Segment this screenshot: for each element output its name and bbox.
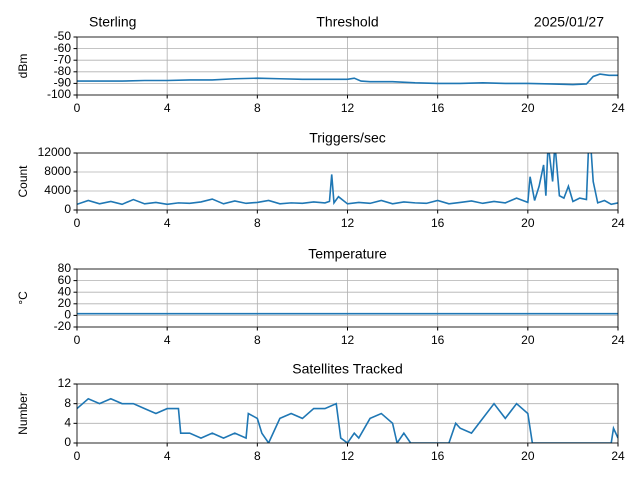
x-tick-label: 16 <box>431 216 445 230</box>
date-label: 2025/01/27 <box>534 14 604 30</box>
x-tick-label: 0 <box>74 101 81 115</box>
data-line <box>77 153 618 206</box>
data-line <box>77 397 618 443</box>
axes-frame <box>76 36 619 96</box>
x-tick-label: 12 <box>341 216 355 230</box>
y-axis-label: Count <box>16 165 30 198</box>
y-tick-label: 12000 <box>38 145 72 159</box>
x-tick-label: 24 <box>611 216 625 230</box>
axes-frame <box>76 383 619 444</box>
y-tick-label: -20 <box>54 319 72 333</box>
x-tick-label: 8 <box>254 216 261 230</box>
y-tick-label: -70 <box>54 52 72 66</box>
x-tick-label: 4 <box>164 333 171 347</box>
x-tick-label: 12 <box>341 449 355 463</box>
x-tick-label: 8 <box>254 449 261 463</box>
x-tick-label: 0 <box>74 216 81 230</box>
y-tick-label: 80 <box>58 261 72 275</box>
x-tick-label: 4 <box>164 216 171 230</box>
panel: 0 4 8 12 16 20 24 0 4000 8000 12000 Triggers/sec Cou… <box>16 130 625 230</box>
panel-title: Satellites Tracked <box>292 361 403 377</box>
x-tick-label: 0 <box>74 333 81 347</box>
panel-title: Threshold <box>316 14 378 30</box>
y-tick-label: 12 <box>58 376 72 390</box>
x-tick-label: 16 <box>431 101 445 115</box>
x-tick-label: 16 <box>431 449 445 463</box>
x-tick-label: 24 <box>611 449 625 463</box>
axes-frame <box>76 268 619 328</box>
x-tick-label: 16 <box>431 333 445 347</box>
y-tick-label: -90 <box>54 76 72 90</box>
x-tick-label: 20 <box>521 449 535 463</box>
x-tick-label: 12 <box>341 333 355 347</box>
x-tick-label: 24 <box>611 333 625 347</box>
x-tick-label: 20 <box>521 101 535 115</box>
panel-title: Triggers/sec <box>309 130 386 146</box>
y-axis-label: °C <box>16 291 30 305</box>
y-tick-label: -50 <box>54 29 72 43</box>
y-tick-label: 20 <box>58 296 72 310</box>
x-tick-label: 24 <box>611 101 625 115</box>
axes-frame <box>76 152 619 211</box>
y-axis-label: dBm <box>16 54 30 79</box>
x-tick-label: 4 <box>164 101 171 115</box>
x-tick-label: 20 <box>521 333 535 347</box>
y-axis-label: Number <box>16 392 30 435</box>
y-tick-label: 4000 <box>44 183 71 197</box>
y-tick-label: 4 <box>64 416 71 430</box>
panel: 0 4 8 12 16 20 24 0 4 8 12 Satellites Tracked Number <box>16 361 625 463</box>
y-tick-label: -60 <box>54 41 72 55</box>
panel: 0 4 8 12 16 20 24 -100-90-80-70-60-50 Threshold S… <box>16 14 625 115</box>
data-line <box>77 73 618 86</box>
y-tick-label: -80 <box>54 64 72 78</box>
y-tick-label: 8 <box>64 396 71 410</box>
location-label: Sterling <box>89 14 136 30</box>
x-tick-label: 20 <box>521 216 535 230</box>
y-tick-label: 8000 <box>44 164 71 178</box>
y-tick-label: 40 <box>58 284 72 298</box>
y-tick-label: 0 <box>64 308 71 322</box>
y-tick-label: 0 <box>64 202 71 216</box>
x-tick-label: 8 <box>254 333 261 347</box>
x-tick-label: 8 <box>254 101 261 115</box>
x-tick-label: 0 <box>74 449 81 463</box>
panel-title: Temperature <box>308 246 387 262</box>
x-tick-label: 12 <box>341 101 355 115</box>
y-tick-label: 0 <box>64 435 71 449</box>
x-tick-label: 4 <box>164 449 171 463</box>
y-tick-label: 60 <box>58 273 72 287</box>
y-tick-label: -100 <box>47 87 71 101</box>
